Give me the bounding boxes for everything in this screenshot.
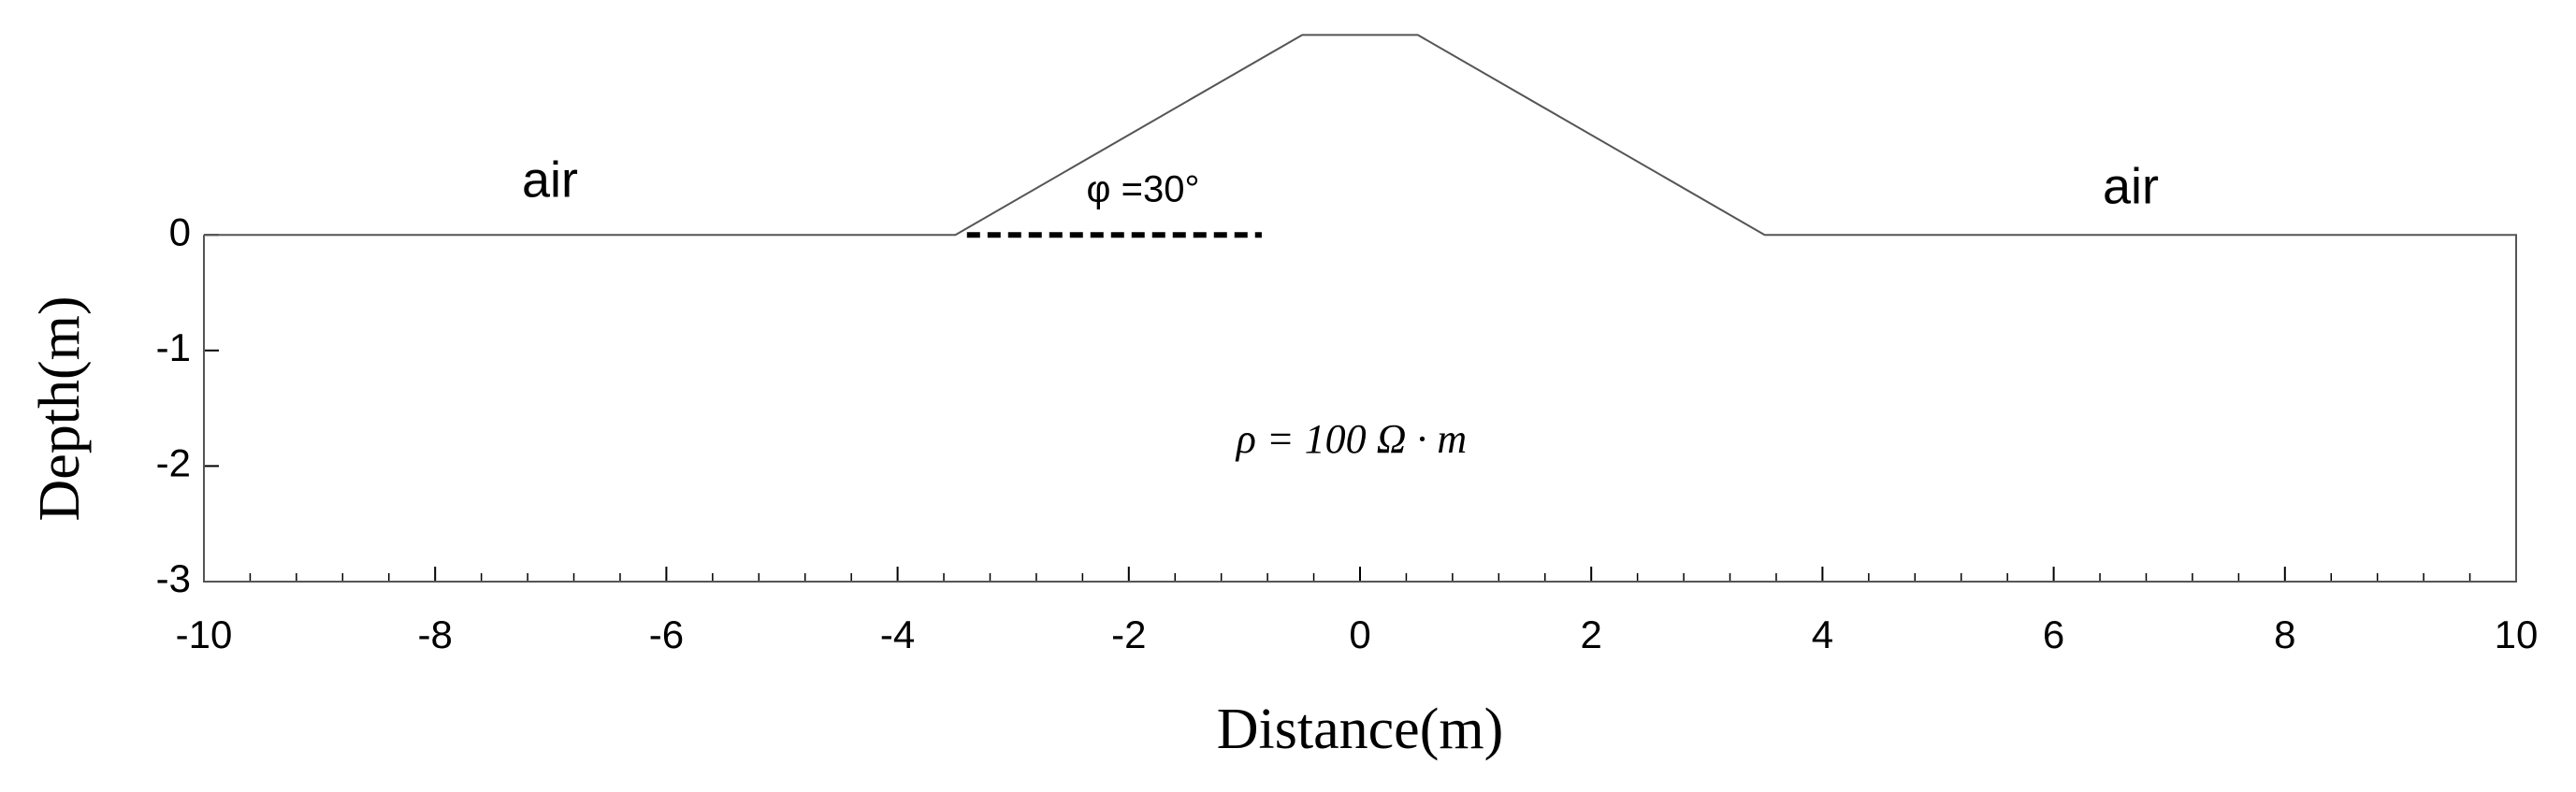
annotation: air xyxy=(2103,158,2159,214)
y-tick-label: 0 xyxy=(169,209,191,253)
outline xyxy=(203,34,2517,583)
x-tick-label: 2 xyxy=(1581,612,1602,656)
x-tick-label: -2 xyxy=(1111,612,1146,656)
x-tick-label: -6 xyxy=(649,612,684,656)
x-tick-label: 4 xyxy=(1812,612,1833,656)
x-tick-label: 8 xyxy=(2274,612,2295,656)
y-axis-title: Depth(m) xyxy=(28,295,92,521)
y-tick-label: -1 xyxy=(156,325,191,369)
x-tick-label: 10 xyxy=(2495,612,2539,656)
annotation: φ =30° xyxy=(1087,169,1200,210)
annotation: ρ = 100 Ω · m xyxy=(1235,416,1467,462)
y-tick-label: -3 xyxy=(156,556,191,600)
y-tick-label: -2 xyxy=(156,440,191,484)
annotation: air xyxy=(522,151,578,208)
x-tick-label: -10 xyxy=(176,612,233,656)
x-tick-label: -8 xyxy=(418,612,453,656)
x-tick-label: 6 xyxy=(2043,612,2064,656)
x-axis-title: Distance(m) xyxy=(1217,698,1503,761)
x-tick-label: -4 xyxy=(880,612,915,656)
x-tick-label: 0 xyxy=(1349,612,1370,656)
